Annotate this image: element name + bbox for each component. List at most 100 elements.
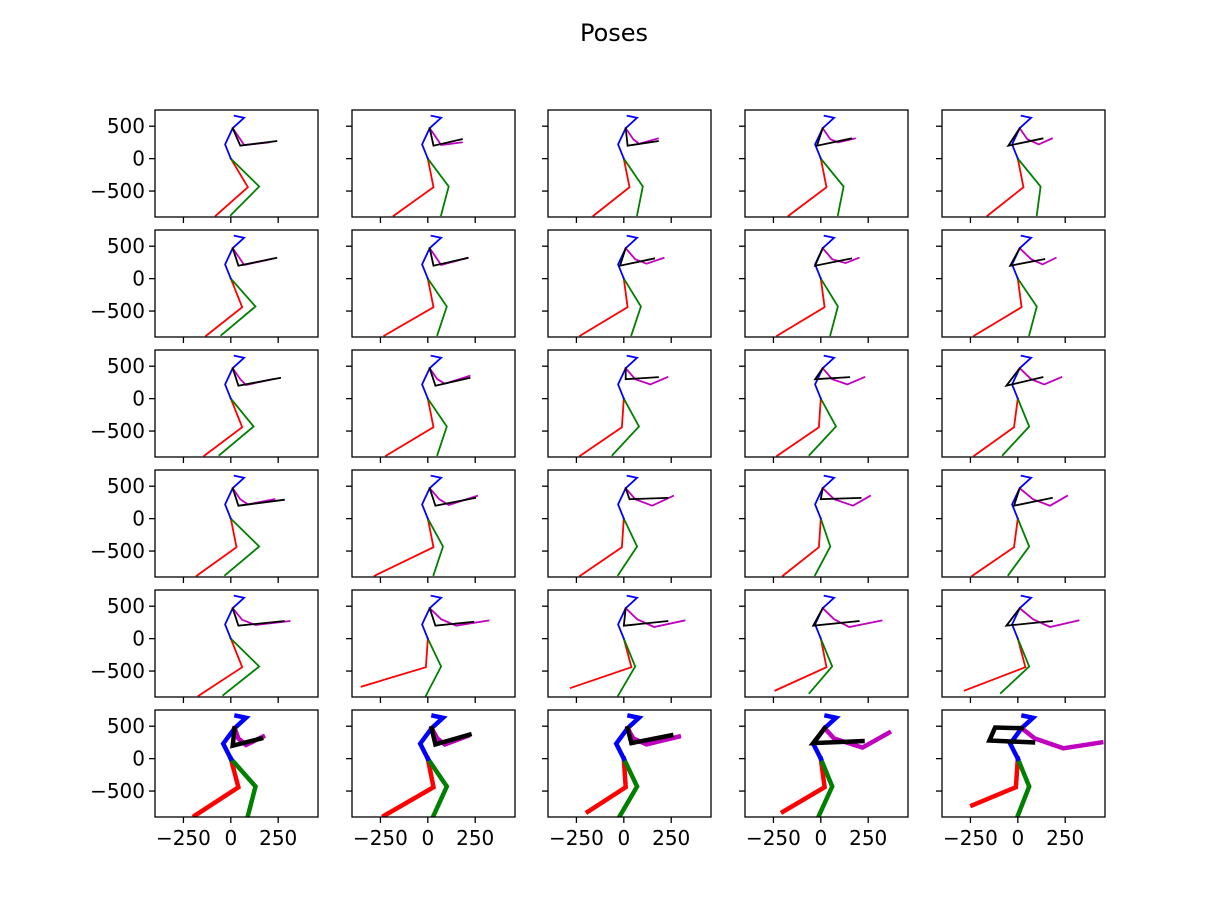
axes-frame: [547, 469, 712, 578]
right-arm-line: [811, 606, 860, 627]
left-leg-line: [813, 517, 832, 577]
x-tick-label: −250: [549, 826, 604, 850]
axes-frame: [744, 349, 909, 458]
left-leg-line: [220, 277, 257, 337]
y-tick-label: 500: [107, 354, 145, 378]
right-leg-line: [578, 277, 629, 337]
subplot-3-3: [542, 349, 712, 463]
left-arm-line: [1018, 126, 1054, 146]
axes-frame: [744, 109, 909, 218]
right-leg-line: [191, 755, 241, 817]
right-leg-line: [214, 157, 250, 217]
y-tick-label: 0: [132, 627, 145, 651]
left-leg-line: [426, 157, 450, 217]
subplot-6-2: −250 0 250: [346, 709, 516, 850]
right-arm-line: [1004, 606, 1053, 627]
right-arm-line: [1008, 246, 1046, 267]
right-arm-line: [1004, 366, 1044, 388]
right-leg-line: [775, 277, 826, 337]
left-leg-line: [221, 637, 261, 697]
x-tick-label: −250: [353, 826, 408, 850]
x-tick-label: −250: [746, 826, 801, 850]
pose-skeleton: [569, 594, 686, 697]
spine-line: [1011, 594, 1034, 640]
right-arm-line: [231, 247, 278, 267]
right-leg-line: [373, 517, 435, 577]
left-leg-line: [616, 637, 637, 697]
left-leg-line: [611, 397, 641, 457]
subplot-4-3: [542, 469, 712, 583]
left-leg-line: [1007, 517, 1031, 577]
left-leg-line: [424, 637, 443, 697]
right-arm-line: [231, 607, 285, 627]
figure-title: Poses: [580, 19, 648, 47]
spine-line: [617, 114, 640, 160]
right-leg-line: [197, 637, 244, 697]
subplot-1-5: [936, 109, 1106, 223]
right-arm-line: [815, 127, 853, 147]
subplot-3-2: [346, 349, 516, 463]
axes-frame: [547, 109, 712, 218]
right-arm-line: [231, 127, 278, 147]
left-leg-line: [808, 637, 834, 695]
left-arm-line: [1018, 725, 1104, 751]
subplot-6-1: 500 0 −500 −250 0 250: [90, 709, 319, 850]
left-leg-line: [426, 517, 444, 577]
subplot-4-1: 500 0 −500: [90, 469, 319, 583]
pose-skeleton: [392, 114, 463, 217]
pose-skeleton: [972, 354, 1063, 457]
pose-skeleton: [204, 234, 278, 337]
x-tick-label: 0: [224, 826, 237, 850]
left-leg-line: [815, 755, 835, 817]
spine-line: [1011, 114, 1034, 160]
right-arm-line: [428, 367, 471, 387]
pose-skeleton: [195, 474, 285, 577]
right-leg-line: [203, 397, 244, 457]
spine-line: [224, 354, 247, 400]
right-leg-line: [578, 517, 625, 577]
y-tick-label: 0: [132, 267, 145, 291]
left-arm-line: [821, 725, 893, 751]
y-tick-label: −500: [90, 539, 145, 563]
left-arm-line: [231, 606, 291, 626]
left-leg-line: [616, 517, 639, 577]
axes-frame: [351, 349, 516, 458]
x-tick-label: −250: [943, 826, 998, 850]
subplot-5-2: [346, 589, 516, 703]
x-tick-label: −250: [156, 826, 211, 850]
x-tick-label: 0: [814, 826, 827, 850]
subplot-2-3: [542, 229, 712, 343]
subplot-2-5: [936, 229, 1106, 343]
axes-frame: [744, 589, 909, 698]
left-arm-line: [624, 366, 669, 386]
right-leg-line: [963, 637, 1027, 692]
right-arm-line: [618, 247, 656, 267]
right-leg-line: [986, 157, 1025, 217]
left-leg-line: [819, 277, 839, 337]
left-leg-line: [424, 755, 450, 817]
subplot-grid: 500 0 −500 500 0 −500 500 0 −500 500 0 −500 500 0 −500…: [90, 109, 1106, 850]
pose-skeleton: [214, 114, 278, 217]
right-arm-line: [1012, 487, 1053, 507]
x-tick-label: 250: [259, 826, 297, 850]
subplot-4-5: [936, 469, 1106, 583]
pose-skeleton: [779, 713, 893, 817]
right-leg-line: [569, 637, 633, 690]
subplot-3-5: [936, 349, 1106, 463]
left-leg-line: [1014, 755, 1032, 817]
y-tick-label: 500: [107, 474, 145, 498]
y-tick-label: −500: [90, 419, 145, 443]
axes-frame: [941, 589, 1106, 698]
pose-skeleton: [592, 114, 660, 217]
pose-skeleton: [381, 713, 473, 817]
left-arm-line: [624, 486, 675, 507]
y-tick-label: 0: [132, 387, 145, 411]
subplot-2-2: [346, 229, 516, 343]
axes-frame: [547, 229, 712, 338]
right-arm-line: [230, 725, 264, 749]
right-arm-line: [622, 607, 669, 627]
right-arm-line: [813, 247, 853, 267]
y-tick-label: 500: [107, 594, 145, 618]
x-tick-label: 250: [1046, 826, 1084, 850]
axes-frame: [744, 469, 909, 578]
